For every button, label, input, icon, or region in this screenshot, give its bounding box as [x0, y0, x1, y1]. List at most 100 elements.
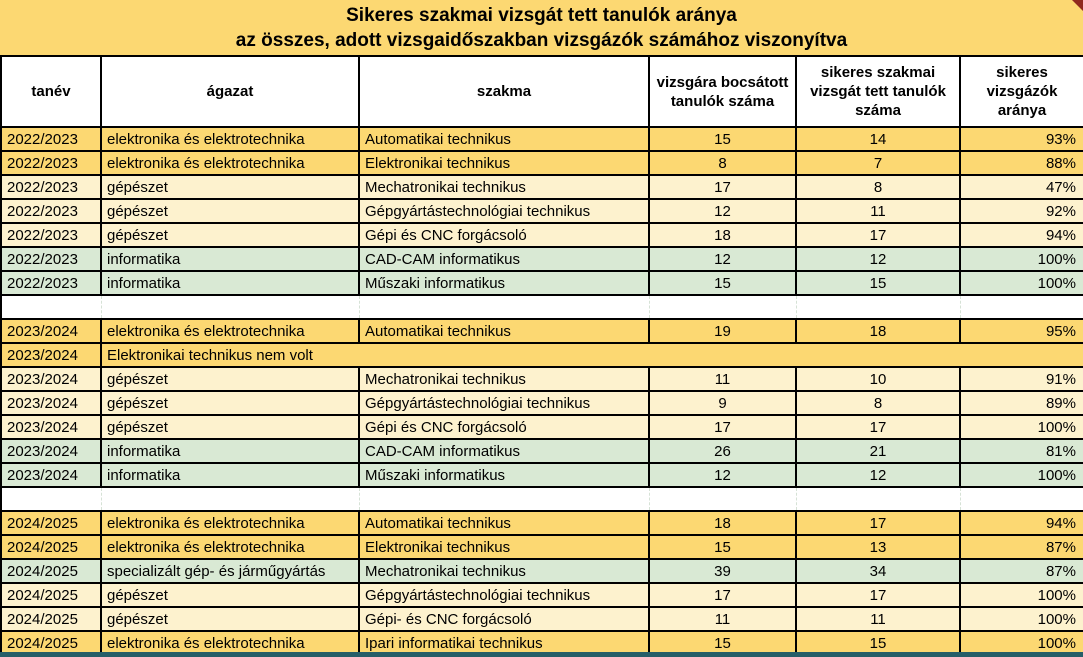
gap-cell [100, 487, 360, 511]
cell-tanev: 2024/2025 [0, 606, 102, 632]
cell-tanev: 2023/2024 [0, 390, 102, 416]
cell-pass-rate: 95% [959, 318, 1083, 344]
cell-admitted-count: 15 [648, 630, 797, 656]
cell-pass-rate: 93% [959, 126, 1083, 152]
cell-agazat: gépészet [100, 222, 360, 248]
cell-agazat: elektronika és elektrotechnika [100, 150, 360, 176]
cell-pass-rate: 89% [959, 390, 1083, 416]
header-row: tanév ágazat szakma vizsgára bocsátott tanu… [0, 55, 1083, 128]
cell-szakma: Automatikai technikus [358, 126, 650, 152]
cell-agazat: elektronika és elektrotechnika [100, 534, 360, 560]
cell-agazat: gépészet [100, 390, 360, 416]
cell-passed-count: 15 [795, 270, 961, 296]
cell-admitted-count: 15 [648, 270, 797, 296]
cell-agazat: gépészet [100, 174, 360, 200]
cell-passed-count: 17 [795, 414, 961, 440]
cell-pass-rate: 94% [959, 222, 1083, 248]
cell-passed-count: 34 [795, 558, 961, 584]
gap-cell [0, 487, 102, 511]
cell-tanev: 2023/2024 [0, 462, 102, 488]
cell-pass-rate: 100% [959, 270, 1083, 296]
cell-passed-count: 7 [795, 150, 961, 176]
cell-pass-rate: 100% [959, 630, 1083, 656]
cell-admitted-count: 17 [648, 414, 797, 440]
column-header-4: sikeres szakmai vizsgát tett tanulók szá… [795, 55, 961, 128]
cell-passed-count: 15 [795, 630, 961, 656]
table-row: 2024/2025 elektronika és elektrotechnika I… [0, 630, 1083, 656]
cell-tanev: 2024/2025 [0, 510, 102, 536]
cell-szakma: Gépgyártástechnológiai technikus [358, 582, 650, 608]
table-row: 2023/2024 gépészet Mechatronikai technikus… [0, 366, 1083, 392]
table-row: 2024/2025 specializált gép- és járműgyárt… [0, 558, 1083, 584]
cell-szakma: CAD-CAM informatikus [358, 246, 650, 272]
gap-cell [648, 295, 797, 319]
cell-pass-rate: 100% [959, 582, 1083, 608]
table-row: 2023/2024 gépészet Gépgyártástechnológiai … [0, 390, 1083, 416]
gap-cell [358, 295, 650, 319]
cell-admitted-count: 18 [648, 510, 797, 536]
cell-agazat: gépészet [100, 582, 360, 608]
cell-pass-rate: 87% [959, 558, 1083, 584]
cell-passed-count: 21 [795, 438, 961, 464]
column-header-2: szakma [358, 55, 650, 128]
cell-agazat: gépészet [100, 414, 360, 440]
cell-tanev: 2022/2023 [0, 222, 102, 248]
cell-tanev: 2024/2025 [0, 630, 102, 656]
cell-agazat: specializált gép- és járműgyártás [100, 558, 360, 584]
cell-passed-count: 10 [795, 366, 961, 392]
gap-cell [795, 295, 961, 319]
table-row: 2022/2023 elektronika és elektrotechnika E… [0, 150, 1083, 176]
table-row: 2024/2025 elektronika és elektrotechnika E… [0, 534, 1083, 560]
cell-tanev: 2023/2024 [0, 438, 102, 464]
cell-admitted-count: 19 [648, 318, 797, 344]
column-header-5: sikeres vizsgázók aránya [959, 55, 1083, 128]
cell-agazat: elektronika és elektrotechnika [100, 510, 360, 536]
table-row: 2022/2023 elektronika és elektrotechnika A… [0, 126, 1083, 152]
comment-indicator-icon[interactable] [1072, 0, 1083, 11]
cell-pass-rate: 88% [959, 150, 1083, 176]
cell-szakma: Gépgyártástechnológiai technikus [358, 198, 650, 224]
cell-szakma: Gépi és CNC forgácsoló [358, 414, 650, 440]
table-row: 2022/2023 gépészet Mechatronikai technikus… [0, 174, 1083, 200]
cell-admitted-count: 26 [648, 438, 797, 464]
column-header-0: tanév [0, 55, 102, 128]
table-row: 2022/2023 informatika CAD-CAM informatikus… [0, 246, 1083, 272]
cell-agazat: informatika [100, 462, 360, 488]
table-row: 2023/2024 informatika CAD-CAM informatikus… [0, 438, 1083, 464]
gap-cell [100, 295, 360, 319]
cell-agazat: informatika [100, 246, 360, 272]
cell-tanev: 2024/2025 [0, 582, 102, 608]
cell-admitted-count: 18 [648, 222, 797, 248]
cell-agazat: elektronika és elektrotechnika [100, 126, 360, 152]
cell-agazat: gépészet [100, 606, 360, 632]
cell-pass-rate: 100% [959, 606, 1083, 632]
cell-agazat: informatika [100, 438, 360, 464]
cell-agazat: informatika [100, 270, 360, 296]
window-edge-strip [0, 652, 1083, 657]
table-title: Sikeres szakmai vizsgát tett tanulók ará… [0, 0, 1083, 55]
cell-passed-count: 8 [795, 390, 961, 416]
cell-tanev: 2023/2024 [0, 414, 102, 440]
exam-results-table: tanév ágazat szakma vizsgára bocsátott tanu… [0, 55, 1083, 656]
table-row: 2023/2024 informatika Műszaki informatikus… [0, 462, 1083, 488]
cell-szakma: Automatikai technikus [358, 318, 650, 344]
cell-szakma: Mechatronikai technikus [358, 366, 650, 392]
title-line-1: Sikeres szakmai vizsgát tett tanulók ará… [346, 5, 737, 26]
cell-tanev: 2022/2023 [0, 270, 102, 296]
cell-szakma: Automatikai technikus [358, 510, 650, 536]
cell-szakma: Mechatronikai technikus [358, 558, 650, 584]
cell-agazat: elektronika és elektrotechnika [100, 318, 360, 344]
cell-admitted-count: 15 [648, 534, 797, 560]
cell-admitted-count: 12 [648, 246, 797, 272]
cell-agazat: gépészet [100, 366, 360, 392]
cell-pass-rate: 100% [959, 246, 1083, 272]
cell-pass-rate: 87% [959, 534, 1083, 560]
table-row: 2022/2023 gépészet Gépi és CNC forgácsoló 1… [0, 222, 1083, 248]
cell-pass-rate: 100% [959, 462, 1083, 488]
title-line-2: az összes, adott vizsgaidőszakban vizsgá… [235, 30, 848, 51]
cell-tanev: 2024/2025 [0, 534, 102, 560]
cell-passed-count: 17 [795, 510, 961, 536]
cell-tanev: 2023/2024 [0, 342, 102, 368]
cell-passed-count: 17 [795, 222, 961, 248]
